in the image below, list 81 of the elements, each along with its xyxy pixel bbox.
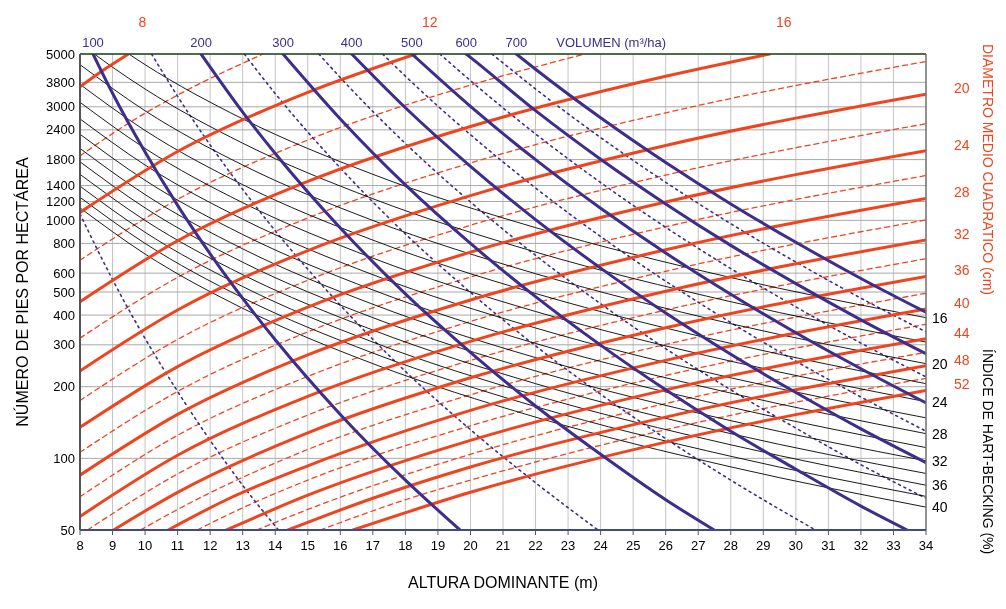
y-tick-label: 1400 [46,178,75,194]
x-tick-label: 28 [723,538,738,553]
x-tick-label: 16 [333,538,348,553]
x-tick-label: 17 [365,538,381,553]
x-tick-label: 30 [788,538,804,553]
y2-axis-title: DIAMETRO MEDIO CUADRATICO (cm) [980,44,996,295]
x-tick-label: 9 [108,538,117,553]
y-tick-label: 50 [60,522,75,538]
x-tick-label: 34 [918,538,934,553]
x-tick-label: 19 [430,538,446,553]
annotation: 20 [954,80,970,97]
line-series [91,54,462,530]
y-tick-label: 400 [53,307,75,323]
x-tick-label: 20 [463,538,478,553]
line-series [243,54,817,530]
y-tick-label: 800 [53,235,75,251]
x-tick-label: 15 [300,538,315,553]
annotation: 400 [340,35,363,50]
annotation: 20 [932,355,948,372]
line-series [80,213,280,530]
annotation: 500 [401,35,423,50]
x-tick-label: 11 [170,538,185,553]
x-tick-label: 18 [398,538,413,553]
annotation: 32 [954,225,970,242]
y-tick-label: 5000 [46,46,75,62]
x-tick-label: 27 [691,538,706,553]
y-tick-label: 600 [53,265,75,281]
x-tick-label: 10 [137,538,153,553]
annotation: 36 [932,477,948,494]
y-tick-label: 300 [53,337,75,353]
x-tick-label: 8 [76,538,84,553]
annotation: 48 [954,351,970,368]
annotation: 200 [190,35,212,50]
annotation: 44 [954,324,970,341]
annotation: 100 [82,35,104,50]
y-tick-label: 200 [53,379,75,395]
x-tick-label: 32 [853,538,869,553]
y-tick-label: 1200 [46,194,75,210]
x-tick-label: 25 [625,538,641,553]
y-axis-title: NÚMERO DE PIES POR HECTÁREA [13,156,31,427]
y-tick-label: 2400 [46,122,75,138]
annotation: 600 [455,35,478,50]
annotation: 40 [932,499,948,516]
annotation: 24 [932,393,948,410]
line-series [80,54,772,304]
x-tick-label: 26 [658,538,673,553]
annotation: 8 [138,14,147,30]
annotation: 28 [932,425,948,442]
text: ÍNDICE DE HART-BECKING (%) [980,349,996,555]
annotation: 300 [272,35,294,50]
x-tick-label: 13 [235,538,250,553]
annotation: 52 [954,376,970,393]
line-series [199,54,716,530]
annotation: 16 [776,14,792,30]
annotation: 36 [954,262,970,279]
text: VOLUMEN (m³/ha) [556,35,667,50]
annotation: 12 [422,14,438,30]
x-tick-label: 12 [202,538,218,553]
x-axis-title: ALTURA DOMINANTE (m) [408,574,598,591]
y-tick-label: 3000 [46,99,75,115]
x-tick-label: 33 [886,538,901,553]
annotation: 32 [932,452,948,469]
x-tick-label: 14 [268,538,283,553]
x-tick-label: 22 [528,538,543,553]
line-series [80,54,264,157]
y-tick-label: 1800 [46,152,75,168]
y-tick-label: 1000 [46,212,75,228]
x-tick-label: 29 [756,538,771,553]
annotation: 16 [932,309,948,326]
x-tick-label: 24 [593,538,608,553]
x-tick-label: 23 [560,538,576,553]
y-tick-label: 500 [53,284,75,300]
annotation: 28 [954,184,970,201]
y-tick-label: 3800 [46,74,75,90]
x-tick-label: 21 [495,538,511,553]
x-tick-label: 31 [821,538,836,553]
y-tick-label: 100 [53,450,75,466]
annotation: 40 [954,295,970,312]
line-series [150,54,599,530]
annotation: 700 [505,35,528,50]
annotation: 24 [954,136,970,153]
